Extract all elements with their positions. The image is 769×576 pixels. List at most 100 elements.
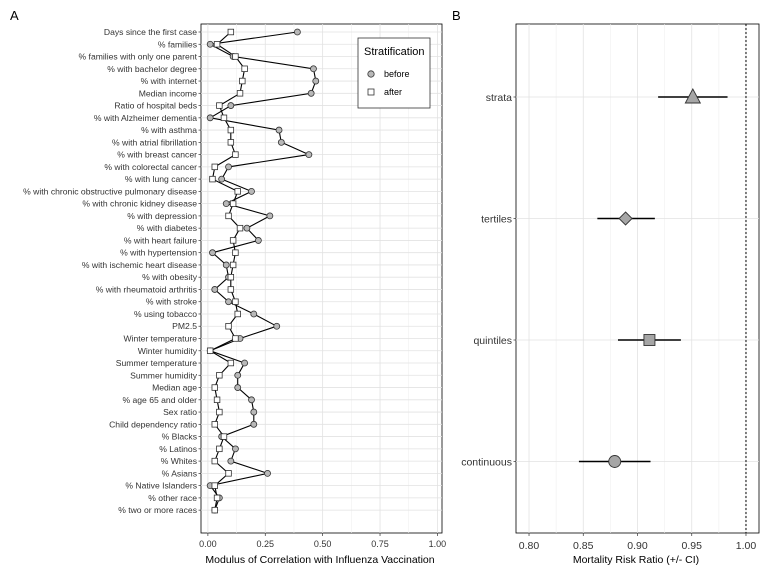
panel-a-series-lines bbox=[208, 31, 317, 511]
legend-before-marker bbox=[367, 70, 375, 78]
category-label: % Asians bbox=[162, 468, 197, 478]
estimate-circle bbox=[608, 455, 622, 468]
point-after bbox=[239, 77, 246, 85]
series-line-after bbox=[209, 31, 246, 511]
point-before bbox=[250, 408, 258, 416]
category-label: Summer humidity bbox=[130, 370, 198, 380]
category-label: % with depression bbox=[127, 211, 197, 221]
point-before bbox=[312, 77, 320, 85]
point-before bbox=[234, 371, 242, 379]
category-label: % with Alzheimer dementia bbox=[94, 113, 197, 123]
category-label: % with hypertension bbox=[120, 248, 197, 258]
category-label: % with colorectal cancer bbox=[104, 162, 197, 172]
panel-a-category-labels: Days since the first case % families % fam… bbox=[23, 27, 201, 515]
point-before bbox=[275, 126, 283, 134]
x-tick-label: 0.80 bbox=[519, 540, 540, 552]
point-before bbox=[241, 359, 249, 367]
point-after bbox=[241, 65, 248, 72]
point-after bbox=[229, 261, 237, 269]
estimate-triangle bbox=[684, 88, 702, 104]
point-after bbox=[227, 139, 235, 146]
category-label: % with heart failure bbox=[124, 235, 197, 245]
point-after bbox=[213, 41, 221, 48]
category-label: % with obesity bbox=[142, 272, 198, 282]
point-before bbox=[218, 175, 226, 183]
category-label: % Blacks bbox=[162, 432, 197, 442]
panel-b-x-ticks: 0.80 0.85 0.90 0.95 1.00 bbox=[519, 533, 757, 552]
point-after bbox=[211, 482, 218, 489]
point-after bbox=[232, 53, 239, 60]
category-label: % with lung cancer bbox=[125, 174, 197, 184]
point-after bbox=[211, 421, 218, 428]
category-label: Child dependency ratio bbox=[109, 419, 197, 429]
x-tick-label: 1.00 bbox=[736, 540, 757, 552]
category-label: % two or more races bbox=[118, 505, 197, 515]
category-label: Winter humidity bbox=[138, 346, 198, 356]
legend-after-label: after bbox=[384, 87, 402, 97]
category-label: % families bbox=[158, 39, 197, 49]
point-before bbox=[250, 310, 258, 318]
point-before bbox=[243, 224, 251, 232]
point-before bbox=[250, 420, 258, 428]
point-after bbox=[236, 90, 244, 97]
category-label: Ratio of hospital beds bbox=[114, 101, 197, 111]
x-tick-label: 0.95 bbox=[682, 540, 703, 552]
x-tick-label: 0.50 bbox=[314, 539, 332, 549]
point-before bbox=[266, 212, 274, 220]
point-after bbox=[236, 224, 244, 232]
point-after bbox=[211, 163, 218, 171]
legend-after-marker bbox=[367, 88, 375, 96]
point-after bbox=[216, 445, 223, 453]
point-after bbox=[234, 310, 241, 318]
panel-b-x-axis-title: Mortality Risk Ratio (+/- CI) bbox=[573, 554, 699, 566]
category-label: % with internet bbox=[141, 76, 198, 86]
point-after bbox=[229, 237, 237, 244]
x-tick-label: 0.25 bbox=[257, 539, 275, 549]
point-after bbox=[216, 372, 223, 379]
point-before bbox=[232, 445, 239, 453]
point-after bbox=[227, 273, 235, 281]
category-label: continuous bbox=[461, 457, 512, 469]
point-after bbox=[227, 286, 235, 293]
panel-a-markers bbox=[206, 28, 320, 514]
point-after bbox=[220, 433, 228, 440]
point-after bbox=[232, 151, 239, 158]
point-before bbox=[310, 65, 317, 73]
category-label: Median age bbox=[152, 383, 197, 393]
panel-a-x-ticks: 0.00 0.25 0.50 0.75 1.00 bbox=[199, 533, 446, 549]
category-label: % with rheumatoid arthritis bbox=[96, 284, 197, 294]
series-line-before bbox=[208, 31, 317, 511]
point-before bbox=[225, 163, 232, 171]
x-tick-label: 0.90 bbox=[627, 540, 648, 552]
point-after bbox=[211, 457, 218, 465]
point-before bbox=[248, 187, 255, 195]
point-before bbox=[307, 89, 315, 97]
point-before bbox=[234, 384, 242, 391]
category-label: Sex ratio bbox=[163, 407, 197, 417]
point-after bbox=[227, 28, 235, 36]
category-label: strata bbox=[486, 92, 512, 104]
category-label: Median income bbox=[139, 88, 197, 98]
point-before bbox=[222, 261, 230, 269]
category-label: % Whites bbox=[161, 456, 197, 466]
point-before bbox=[222, 200, 230, 208]
point-before bbox=[227, 102, 235, 109]
legend-before-label: before bbox=[384, 69, 410, 79]
legend-title: Stratification bbox=[364, 46, 425, 58]
point-after bbox=[213, 396, 221, 403]
panel-b-label: B bbox=[452, 8, 461, 23]
category-label: % age 65 and older bbox=[122, 395, 197, 405]
point-after bbox=[216, 102, 223, 109]
point-before bbox=[305, 151, 313, 159]
point-after bbox=[225, 323, 232, 330]
point-after bbox=[232, 335, 239, 342]
point-after bbox=[213, 494, 221, 502]
category-label: % with ischemic heart disease bbox=[82, 260, 197, 270]
point-after bbox=[209, 175, 216, 183]
panel-a-x-axis-title: Modulus of Correlation with Influenza Va… bbox=[205, 554, 434, 566]
point-before bbox=[254, 237, 262, 244]
panel-a-plot: Days since the first case % families % fam… bbox=[23, 23, 446, 566]
category-label: quintiles bbox=[473, 335, 512, 347]
panel-b-estimates bbox=[578, 88, 728, 468]
